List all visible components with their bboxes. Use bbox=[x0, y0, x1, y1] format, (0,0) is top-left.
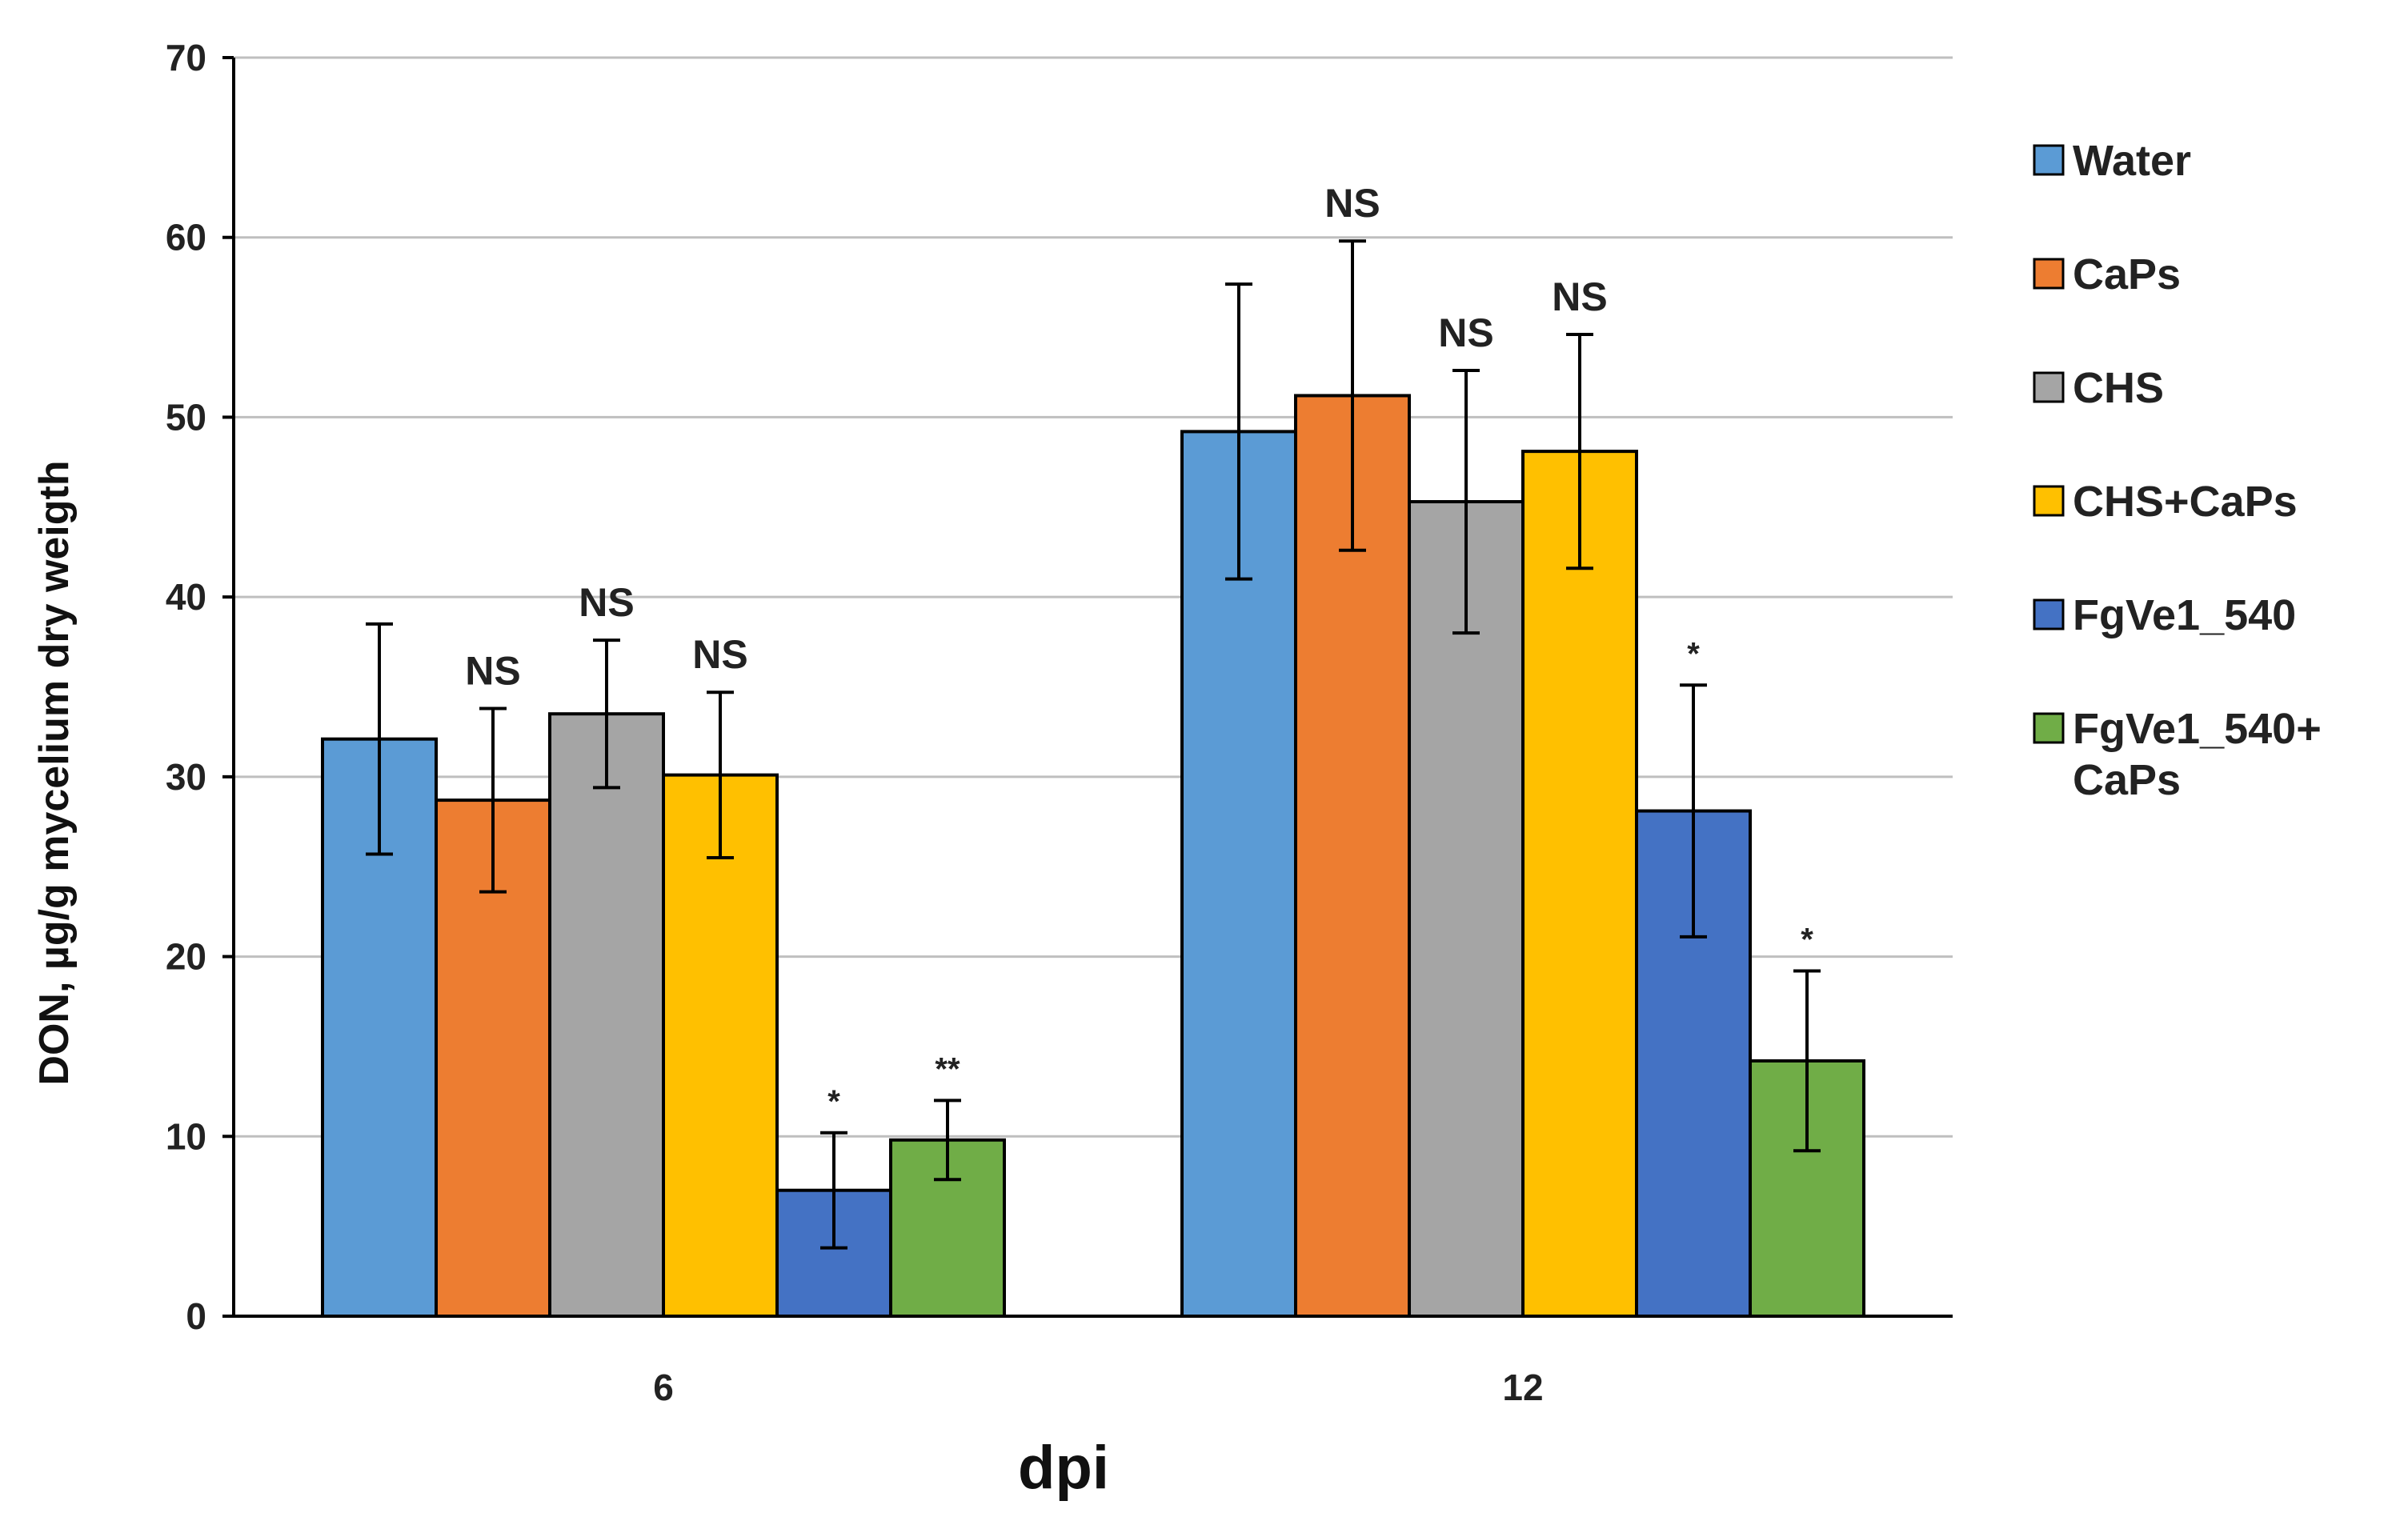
annotation-caps-12: NS bbox=[1324, 181, 1380, 226]
y-tick-label-60: 60 bbox=[166, 217, 206, 258]
legend-label-line: CHS+CaPs bbox=[2073, 478, 2298, 526]
y-tick-label-0: 0 bbox=[186, 1295, 206, 1337]
legend-swatch-fgve1-540 bbox=[2033, 598, 2065, 630]
axes bbox=[232, 58, 1953, 1318]
legend-label-line: CHS bbox=[2073, 364, 2164, 412]
legend-label-line: CaPs bbox=[2073, 756, 2181, 804]
bar-chs-12 bbox=[1408, 500, 1525, 1318]
legend-label-water: Water bbox=[2073, 137, 2191, 185]
legend-swatch-water bbox=[2033, 144, 2065, 176]
x-tick-label-12: 12 bbox=[1502, 1367, 1543, 1408]
legend-label-line: CaPs bbox=[2073, 250, 2181, 298]
legend-label-fgve1-540: FgVe1_540 bbox=[2073, 591, 2296, 639]
legend-swatch-chs-caps bbox=[2033, 485, 2065, 517]
legend-swatch-caps bbox=[2033, 258, 2065, 290]
legend-label-line: FgVe1_540 bbox=[2073, 591, 2296, 639]
y-tick-label-70: 70 bbox=[166, 37, 206, 78]
y-axis-title: DON, µg/g mycelium dry weigth bbox=[31, 460, 78, 1085]
annotation-fgve1-540-12: * bbox=[1687, 636, 1700, 671]
x-tick-label-6: 6 bbox=[653, 1367, 674, 1408]
annotation-chs-6: NS bbox=[579, 580, 634, 625]
y-tick-label-50: 50 bbox=[166, 396, 206, 438]
legend-swatch-fgve1-540-caps bbox=[2033, 712, 2065, 744]
legend-swatch-chs bbox=[2033, 371, 2065, 403]
legend-label-fgve1-540-caps: FgVe1_540+ CaPs bbox=[2073, 705, 2322, 804]
annotation-chs-12: NS bbox=[1438, 310, 1493, 355]
annotation-fgve1-540-6: * bbox=[827, 1084, 840, 1119]
legend-label-line: FgVe1_540+ bbox=[2073, 705, 2322, 753]
x-axis-title: dpi bbox=[1018, 1434, 1109, 1502]
bars bbox=[321, 394, 1865, 1319]
legend-label-line: Water bbox=[2073, 137, 2191, 185]
bar-fgve1-540-caps-12 bbox=[1749, 1059, 1865, 1319]
legend-label-chs-caps: CHS+CaPs bbox=[2073, 478, 2298, 526]
y-tick-labels: 0 10 20 30 40 50 60 70 bbox=[166, 37, 206, 1337]
y-tick-label-10: 10 bbox=[166, 1115, 206, 1157]
y-tick-label-30: 30 bbox=[166, 756, 206, 798]
annotation-fgve1-540-caps-12: * bbox=[1801, 923, 1813, 958]
x-tick-labels: 6 12 bbox=[653, 1367, 1543, 1408]
y-tick-label-20: 20 bbox=[166, 936, 206, 978]
legend-label-chs: CHS bbox=[2073, 364, 2164, 412]
annotation-chs-caps-12: NS bbox=[1552, 274, 1607, 319]
annotation-caps-6: NS bbox=[465, 648, 520, 693]
annotation-chs-caps-6: NS bbox=[692, 632, 747, 677]
error-bars bbox=[366, 239, 1821, 1250]
bar-chs-caps-6 bbox=[662, 773, 779, 1318]
bar-chs-caps-12 bbox=[1521, 450, 1638, 1318]
y-tick-label-40: 40 bbox=[166, 576, 206, 618]
bar-chs-6 bbox=[548, 712, 665, 1318]
annotation-fgve1-540-caps-6: ** bbox=[935, 1051, 960, 1087]
legend-label-caps: CaPs bbox=[2073, 250, 2181, 298]
